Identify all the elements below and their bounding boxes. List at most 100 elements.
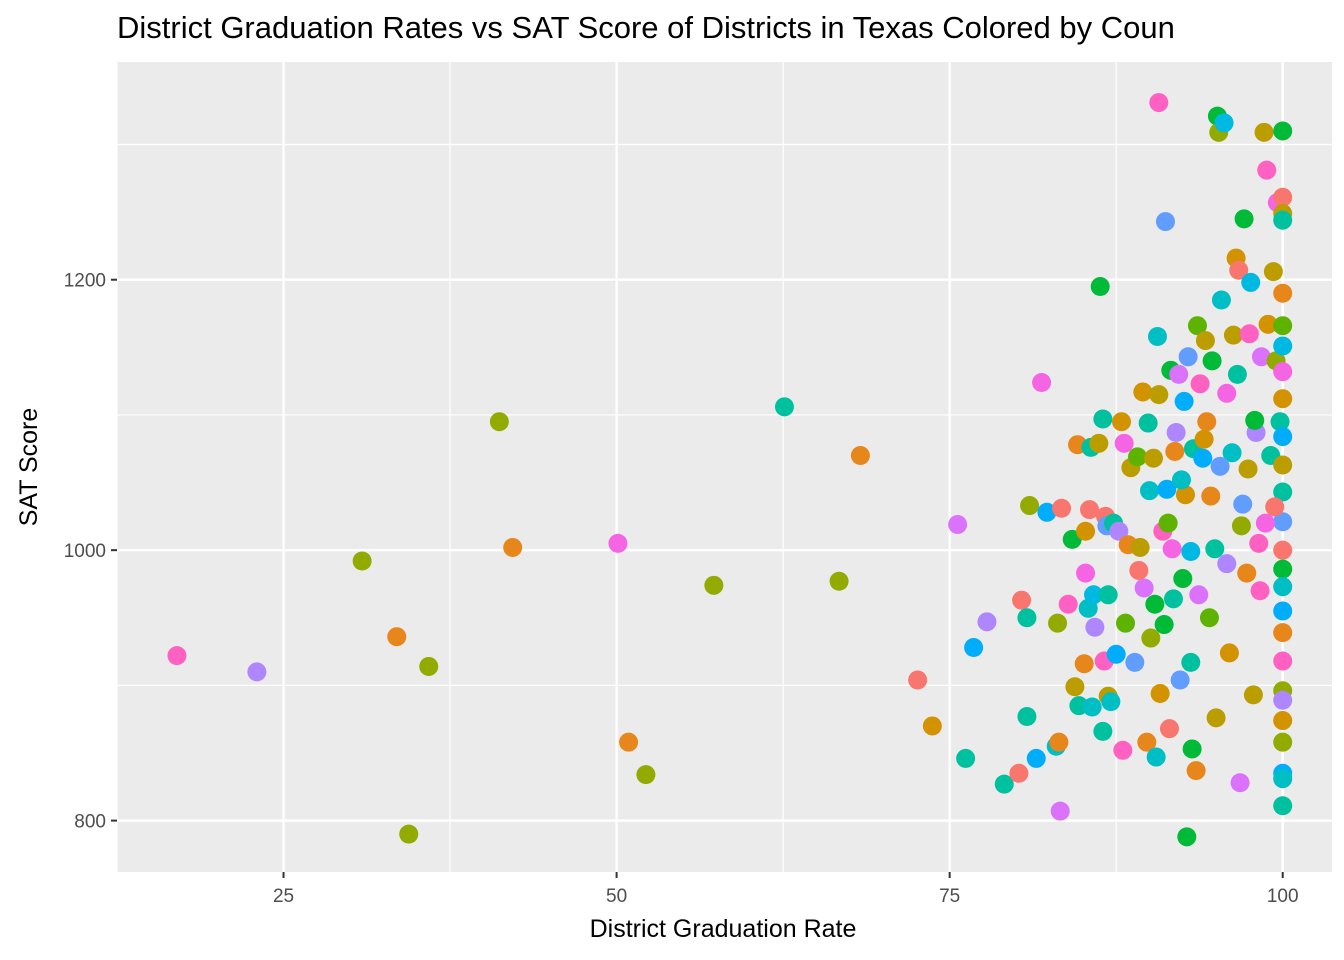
data-point bbox=[1189, 585, 1209, 605]
data-point bbox=[1273, 283, 1293, 303]
data-point bbox=[1193, 448, 1213, 468]
data-point bbox=[829, 571, 849, 591]
data-point bbox=[167, 646, 187, 666]
data-point bbox=[1254, 122, 1274, 142]
data-point bbox=[1076, 563, 1096, 583]
data-point bbox=[1012, 590, 1032, 610]
data-point bbox=[399, 824, 419, 844]
data-point bbox=[503, 537, 523, 557]
data-point bbox=[1273, 711, 1293, 731]
data-point bbox=[1234, 209, 1254, 229]
data-point bbox=[1109, 521, 1129, 541]
data-point bbox=[1273, 427, 1293, 447]
data-point bbox=[1273, 732, 1293, 752]
data-point bbox=[1017, 608, 1037, 628]
data-point bbox=[636, 765, 656, 785]
data-point bbox=[1076, 521, 1096, 541]
data-point bbox=[1037, 502, 1057, 522]
data-point bbox=[1106, 644, 1126, 664]
data-point bbox=[1273, 210, 1293, 230]
data-point bbox=[977, 612, 997, 632]
x-axis-title: District Graduation Rate bbox=[590, 915, 857, 943]
data-point bbox=[1090, 276, 1110, 296]
data-point bbox=[1177, 827, 1197, 847]
data-point bbox=[850, 446, 870, 466]
data-point bbox=[1211, 290, 1231, 310]
data-point bbox=[1273, 540, 1293, 560]
data-point bbox=[1258, 314, 1278, 334]
data-point bbox=[1032, 372, 1052, 392]
data-point bbox=[1173, 569, 1193, 589]
data-point bbox=[1157, 479, 1177, 499]
data-point bbox=[1257, 160, 1277, 180]
data-point bbox=[1273, 651, 1293, 671]
data-point bbox=[1178, 347, 1198, 367]
data-point bbox=[1265, 497, 1285, 517]
chart-title: District Graduation Rates vs SAT Score o… bbox=[117, 10, 1175, 45]
data-point bbox=[1239, 324, 1259, 344]
data-point bbox=[1229, 260, 1249, 280]
data-point bbox=[1182, 739, 1202, 759]
data-point bbox=[1263, 262, 1283, 282]
data-point bbox=[1243, 685, 1263, 705]
data-point bbox=[1155, 212, 1175, 232]
data-point bbox=[1273, 559, 1293, 579]
data-point bbox=[774, 397, 794, 417]
data-point bbox=[1165, 441, 1185, 461]
data-point bbox=[1273, 512, 1293, 532]
data-point bbox=[704, 575, 724, 595]
data-point bbox=[352, 551, 372, 571]
data-point bbox=[1238, 459, 1258, 479]
data-point bbox=[1114, 433, 1134, 453]
data-point bbox=[1074, 654, 1094, 674]
data-point bbox=[1210, 456, 1230, 476]
data-point bbox=[1171, 470, 1191, 490]
data-point bbox=[1158, 513, 1178, 533]
data-point bbox=[1194, 429, 1214, 449]
data-point bbox=[1273, 362, 1293, 382]
data-point bbox=[1050, 801, 1070, 821]
data-point bbox=[908, 670, 928, 690]
data-point bbox=[1273, 601, 1293, 621]
data-point bbox=[1052, 498, 1072, 518]
data-point bbox=[1170, 670, 1190, 690]
data-point bbox=[608, 533, 628, 553]
data-point bbox=[1273, 623, 1293, 643]
data-point bbox=[1026, 748, 1046, 768]
data-point bbox=[1223, 325, 1243, 345]
data-point bbox=[619, 732, 639, 752]
data-point bbox=[1202, 351, 1222, 371]
data-point bbox=[419, 656, 439, 676]
data-point bbox=[1133, 382, 1153, 402]
data-point bbox=[1058, 594, 1078, 614]
data-point bbox=[1137, 732, 1157, 752]
data-point bbox=[1125, 652, 1145, 672]
data-point bbox=[1255, 513, 1275, 533]
data-point bbox=[1222, 443, 1242, 463]
data-point bbox=[922, 716, 942, 736]
data-point bbox=[948, 514, 968, 534]
data-point bbox=[1084, 585, 1104, 605]
data-point bbox=[956, 748, 976, 768]
data-point bbox=[964, 638, 984, 658]
data-point bbox=[1206, 708, 1226, 728]
data-point bbox=[1085, 617, 1105, 637]
data-point bbox=[1273, 769, 1293, 789]
data-point bbox=[1143, 448, 1163, 468]
data-point bbox=[1230, 773, 1250, 793]
data-point bbox=[1231, 516, 1251, 536]
data-point bbox=[1205, 539, 1225, 559]
data-point bbox=[1237, 563, 1257, 583]
data-point bbox=[1214, 113, 1234, 133]
data-point bbox=[1219, 643, 1239, 663]
data-point bbox=[1245, 410, 1265, 430]
data-point bbox=[1199, 608, 1219, 628]
data-point bbox=[1174, 391, 1194, 411]
x-tick-label: 25 bbox=[273, 886, 294, 907]
y-tick-label: 800 bbox=[74, 812, 106, 833]
data-point bbox=[1186, 761, 1206, 781]
y-tick-label: 1200 bbox=[64, 271, 106, 292]
data-point bbox=[1273, 577, 1293, 597]
data-point bbox=[1138, 413, 1158, 433]
